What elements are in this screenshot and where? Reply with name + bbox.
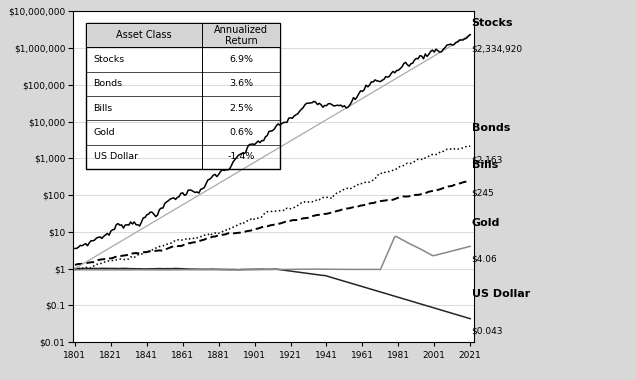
Text: US Dollar: US Dollar	[93, 152, 138, 161]
Text: Stocks: Stocks	[472, 18, 513, 28]
Text: $245: $245	[472, 189, 494, 198]
Text: $4.06: $4.06	[472, 254, 497, 263]
Text: Gold: Gold	[472, 218, 500, 228]
Text: 6.9%: 6.9%	[229, 55, 253, 64]
Text: Gold: Gold	[93, 128, 115, 137]
Text: 2.5%: 2.5%	[229, 104, 253, 112]
Text: US Dollar: US Dollar	[472, 289, 530, 299]
Text: Bills: Bills	[93, 104, 113, 112]
Text: Annualized: Annualized	[214, 25, 268, 35]
Text: Return: Return	[225, 36, 258, 46]
Bar	[86, 23, 280, 47]
Text: Stocks: Stocks	[93, 55, 125, 64]
Text: Asset Class: Asset Class	[116, 30, 172, 40]
Text: $2,334,920: $2,334,920	[472, 44, 523, 53]
Text: $2,163: $2,163	[472, 155, 503, 165]
Text: Bills: Bills	[472, 160, 498, 170]
Text: Bonds: Bonds	[93, 79, 123, 88]
Text: 0.6%: 0.6%	[229, 128, 253, 137]
Text: -1.4%: -1.4%	[227, 152, 255, 161]
Text: 3.6%: 3.6%	[229, 79, 253, 88]
Text: Bonds: Bonds	[472, 124, 510, 133]
Text: $0.043: $0.043	[472, 327, 503, 336]
